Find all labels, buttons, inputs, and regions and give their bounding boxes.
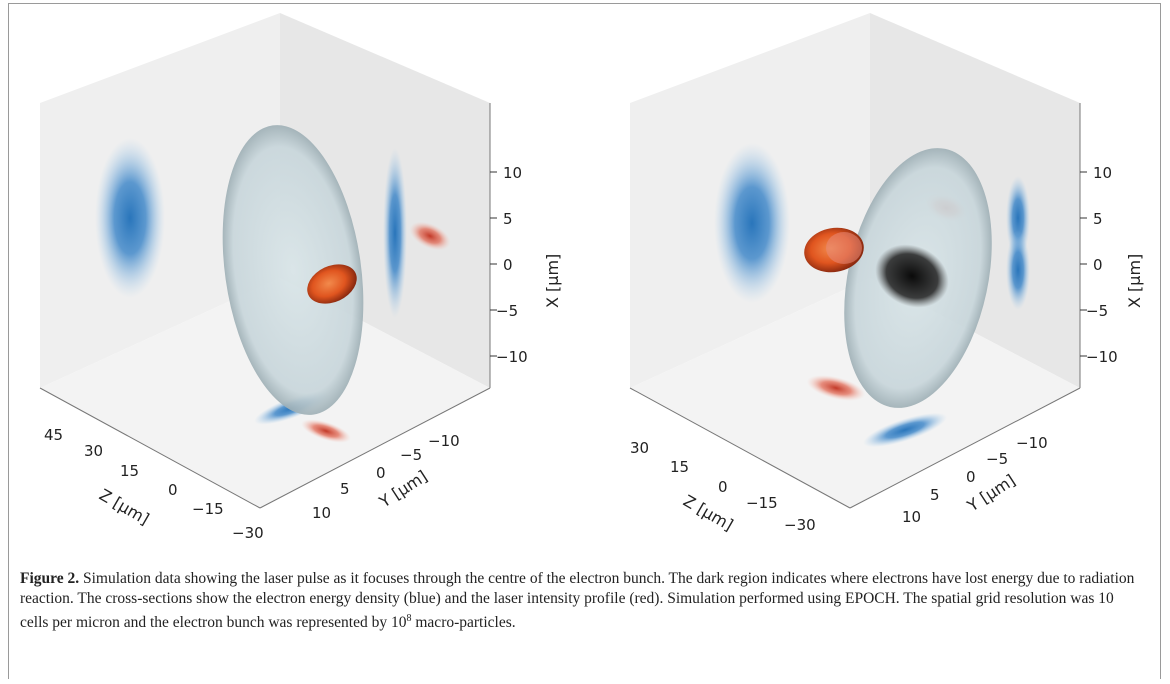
y-tick-label: −10 xyxy=(428,432,460,450)
x-tick-label: 0 xyxy=(503,256,513,274)
x-tick-label: 10 xyxy=(503,164,522,182)
x-tick-label: −5 xyxy=(1086,302,1108,320)
x-tick-label: 10 xyxy=(1093,164,1112,182)
z-axis-label: Z [μm] xyxy=(96,485,153,529)
electron-density-projection-zx xyxy=(714,143,790,303)
x-axis: 10 5 0 −5 −10 X [μm] xyxy=(490,164,562,366)
panel-left-3d-plot: 10 5 0 −5 −10 X [μm] −10 −5 0 5 10 Y [μm… xyxy=(10,8,570,553)
figure-frame-right xyxy=(1160,3,1161,679)
z-tick-label: 45 xyxy=(44,426,63,444)
y-tick-label: 0 xyxy=(966,468,976,486)
x-tick-label: 5 xyxy=(503,210,513,228)
x-tick-label: −10 xyxy=(1086,348,1118,366)
x-axis-label: X [μm] xyxy=(1125,254,1144,308)
electron-density-projection-zy xyxy=(863,412,947,448)
electron-bunch-disk xyxy=(222,125,364,415)
figure-caption-label: Figure 2. xyxy=(20,570,80,587)
figure-frame-top xyxy=(8,3,1160,4)
z-tick-label: −15 xyxy=(192,500,224,518)
y-tick-label: 5 xyxy=(340,480,350,498)
electron-density-projection-zx xyxy=(95,138,165,298)
x-axis: 10 5 0 −5 −10 X [μm] xyxy=(1080,164,1144,366)
laser-intensity-projection-yx xyxy=(409,221,451,251)
laser-pulse xyxy=(307,264,357,304)
z-tick-label: 0 xyxy=(718,478,728,496)
y-tick-label: −10 xyxy=(1016,434,1048,452)
x-tick-label: 5 xyxy=(1093,210,1103,228)
z-tick-label: 15 xyxy=(670,458,689,476)
z-tick-label: −30 xyxy=(784,516,816,534)
z-tick-label: −30 xyxy=(232,524,264,542)
panel-right-3d-plot: 10 5 0 −5 −10 X [μm] −10 −5 0 5 10 Y [μm… xyxy=(600,8,1160,553)
radiation-reaction-dark-region xyxy=(875,244,949,308)
y-tick-label: −5 xyxy=(986,450,1008,468)
z-tick-label: 30 xyxy=(630,439,649,457)
y-tick-label: 10 xyxy=(902,508,921,526)
y-tick-label: 5 xyxy=(930,486,940,504)
x-tick-label: 0 xyxy=(1093,256,1103,274)
x-tick-label: −10 xyxy=(496,348,528,366)
figure-caption-power-exp: 8 xyxy=(406,613,412,624)
floor-pane xyxy=(40,278,490,508)
x-tick-label: −5 xyxy=(496,302,518,320)
z-tick-label: 30 xyxy=(84,442,103,460)
figure-caption: Figure 2. Simulation data showing the la… xyxy=(20,569,1145,633)
y-tick-label: −5 xyxy=(400,446,422,464)
y-tick-label: 0 xyxy=(376,464,386,482)
y-tick-label: 10 xyxy=(312,504,331,522)
figure-caption-end: macro-particles. xyxy=(411,614,516,632)
z-tick-label: 15 xyxy=(120,462,139,480)
z-axis-label: Z [μm] xyxy=(680,491,737,535)
z-tick-label: −15 xyxy=(746,494,778,512)
electron-density-projection-yx-lower xyxy=(1006,230,1030,310)
x-axis-label: X [μm] xyxy=(543,254,562,308)
figure-frame-left xyxy=(8,3,9,679)
z-tick-label: 0 xyxy=(168,481,178,499)
electron-density-projection-yx xyxy=(383,148,407,318)
laser-intensity-projection-zy xyxy=(806,375,866,401)
laser-intensity-projection-zy xyxy=(301,419,351,443)
figure-caption-text: Simulation data showing the laser pulse … xyxy=(20,570,1135,632)
figure-caption-power-base: 10 xyxy=(391,614,407,632)
